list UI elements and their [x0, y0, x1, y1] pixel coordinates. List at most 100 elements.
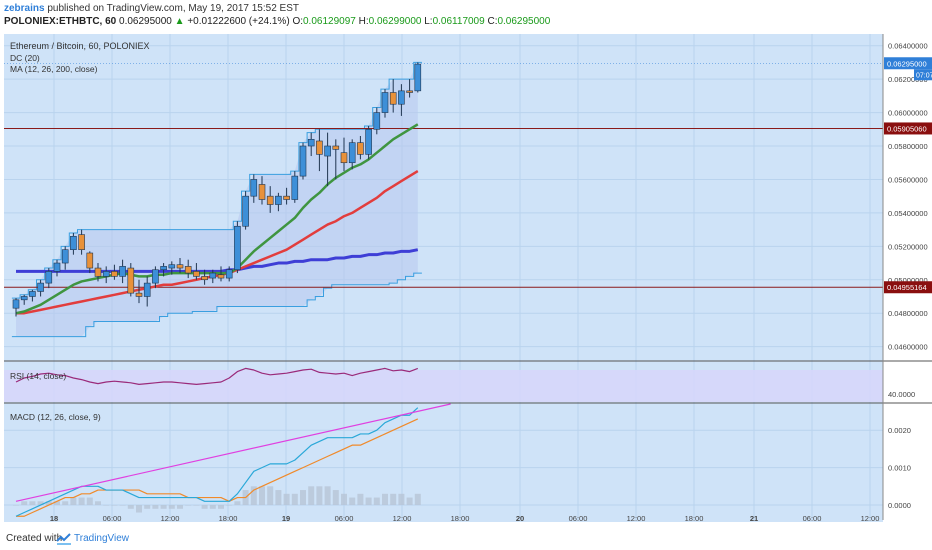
candle-body: [61, 249, 69, 264]
candle-body: [217, 274, 225, 279]
candle-body: [119, 266, 126, 277]
open-value: 0.06129097: [303, 16, 356, 27]
symbol-legend: Ethereum / Bitcoin, 60, POLONIEX: [10, 41, 150, 51]
header: zebrains published on TradingView.com, M…: [0, 0, 932, 30]
candle-body: [37, 282, 44, 292]
candle-body: [127, 267, 135, 294]
price-tick-label: 0.06400000: [888, 42, 928, 51]
price-tick-label: 0.06000000: [888, 109, 928, 118]
x-tick-label: 18:00: [685, 514, 704, 523]
macd-tick-label: 0.0020: [888, 426, 911, 435]
candle-body: [45, 271, 53, 284]
macd-histogram-bar: [111, 505, 118, 506]
macd-histogram-bar: [209, 505, 216, 509]
publish-info: published on TradingView.com, May 19, 20…: [44, 3, 299, 14]
macd-histogram-bar: [86, 497, 93, 506]
candle-body: [283, 195, 290, 200]
macd-histogram-bar: [332, 490, 339, 506]
last-price: 0.06295000: [119, 16, 172, 27]
chart-area[interactable]: 18 06:00 12:00 18:00 19 06:00 12:00 18:00 20 06:0…: [0, 30, 932, 530]
price-tick-label: 0.05600000: [888, 175, 928, 184]
low-value: 0.06117009: [432, 16, 485, 27]
macd-histogram-bar: [136, 505, 142, 513]
price-pane[interactable]: [4, 61, 883, 338]
macd-tick-label: 0.0010: [888, 464, 911, 473]
created-with-label: Created with: [6, 533, 63, 544]
tradingview-logo-icon: [56, 533, 71, 545]
candle-body: [398, 90, 405, 105]
macd-legend: MACD (12, 26, close, 9): [10, 412, 101, 422]
candle-body: [225, 269, 233, 279]
x-tick-label: 12:00: [393, 514, 412, 523]
macd-histogram-bar: [201, 505, 208, 509]
candle-body: [102, 271, 110, 277]
x-tick-label: 18:00: [451, 514, 470, 523]
candle-body: [291, 175, 299, 200]
candle-body: [193, 271, 200, 277]
tradingview-brand[interactable]: TradingView: [74, 533, 130, 544]
close-value: 0.06295000: [497, 16, 551, 27]
macd-histogram-bar: [193, 505, 200, 506]
rsi-legend: RSI (14, close): [10, 371, 66, 381]
macd-histogram-bar: [13, 505, 19, 506]
candle-body: [201, 276, 208, 281]
price-tick-label: 0.06200000: [888, 75, 928, 84]
x-tick-label: 06:00: [103, 514, 122, 523]
level-tag: [884, 281, 932, 294]
macd-histogram-bar: [398, 493, 405, 506]
rsi-line: [15, 367, 419, 385]
macd-histogram-bar: [218, 505, 224, 509]
macd-histogram-bar: [250, 486, 257, 506]
macd-pane[interactable]: [13, 403, 451, 517]
macd-histogram-bar: [70, 497, 77, 506]
x-tick-label: 21: [750, 514, 758, 523]
ma-legend: MA (12, 26, 200, close): [10, 64, 98, 74]
macd-histogram-bar: [185, 505, 192, 506]
macd-histogram-bar: [414, 493, 421, 506]
macd-histogram-bar: [300, 490, 306, 506]
candle-body: [250, 179, 258, 197]
candle-body: [160, 266, 167, 271]
candle-body: [20, 296, 28, 301]
candle-body: [414, 63, 422, 92]
x-tick-label: 12:00: [627, 514, 646, 523]
author-link[interactable]: zebrains: [4, 3, 45, 14]
x-tick-label: 20: [516, 514, 524, 523]
macd-histogram-bar: [62, 501, 69, 506]
candle-body: [94, 267, 102, 277]
candle-body: [275, 195, 282, 205]
rsi-pane[interactable]: [4, 367, 883, 402]
candle-body: [86, 252, 94, 269]
candle-body: [152, 269, 159, 284]
countdown-tag: [914, 69, 932, 81]
up-arrow-icon: ▲: [174, 16, 185, 27]
ohlc-line: POLONIEX:ETHBTC, 60 0.06295000 ▲ +0.0122…: [4, 16, 550, 27]
macd-histogram-bar: [95, 501, 101, 506]
countdown-tag-label: 07:07: [916, 72, 932, 79]
publish-line: zebrains published on TradingView.com, M…: [4, 3, 299, 14]
price-tick-label: 0.05200000: [888, 242, 928, 251]
macd-histogram-bar: [21, 501, 28, 506]
price-tick-label: 0.04600000: [888, 343, 928, 352]
macd-histogram-bar: [29, 501, 36, 506]
high-value: 0.06299000: [368, 16, 422, 27]
last-price-tag-label: 0.06295000: [887, 59, 927, 68]
macd-histogram-bar: [226, 505, 233, 506]
x-tick-label: 12:00: [161, 514, 180, 523]
ma12-line: [15, 123, 419, 315]
macd-histogram-bar: [324, 486, 331, 506]
macd-histogram-bar: [308, 486, 315, 506]
macd-histogram-bar: [160, 505, 167, 509]
macd-histogram-bar: [316, 486, 323, 506]
footer: Created with TradingView: [0, 530, 932, 550]
candle-body: [258, 184, 266, 200]
candle-body: [184, 266, 192, 274]
donchian-fill: [16, 62, 418, 337]
macd-histogram-bar: [341, 493, 347, 506]
macd-histogram-bar: [45, 501, 52, 506]
change-value: +0.01222600 (+24.1%): [187, 16, 290, 27]
rsi-band: [4, 370, 883, 402]
macd-histogram-bar: [349, 497, 356, 506]
macd-histogram-bar: [144, 505, 151, 509]
candle-body: [357, 142, 364, 155]
